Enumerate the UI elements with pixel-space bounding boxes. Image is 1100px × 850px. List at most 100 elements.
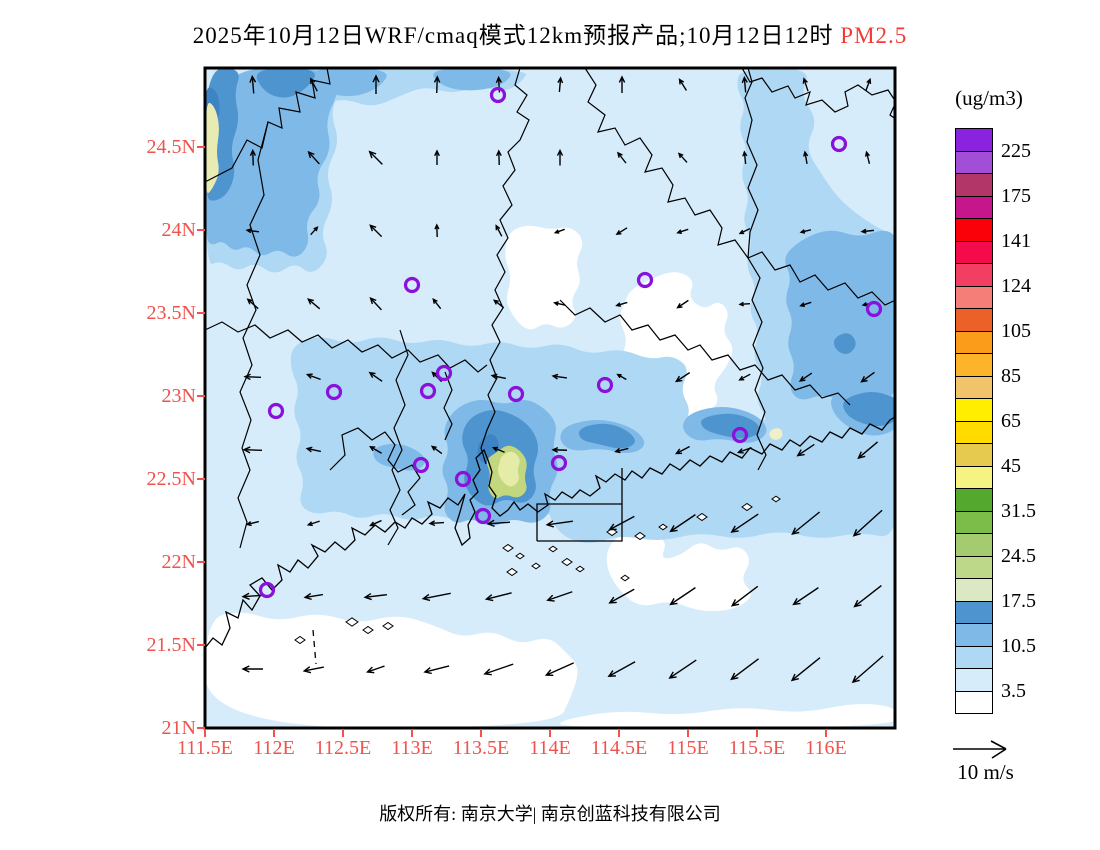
wind-arrow-icon [433,75,441,94]
colorbar-cell [955,690,993,714]
colorbar-cell [955,330,993,354]
wind-arrow-icon [742,150,748,165]
station-marker-icon [325,383,343,401]
wind-arrow-icon [674,445,690,455]
colorbar-cell [955,128,993,152]
wind-arrow-icon [798,372,813,382]
x-axis-label: 112E [253,737,295,759]
wind-arrow-icon [302,666,324,674]
colorbar-cell [955,443,993,467]
x-axis-label: 113.5E [452,737,510,759]
wind-arrow-icon [551,446,568,453]
wind-arrow-icon [676,299,689,309]
wind-arrow-icon [851,655,884,684]
colorbar-cell [955,398,993,422]
wind-arrow-icon [369,519,382,527]
station-marker-icon [731,426,749,444]
colorbar-cell [955,263,993,287]
wind-arrow-icon [369,296,382,311]
wind-arrow-icon [616,373,627,381]
wind-arrow-icon [792,587,819,606]
y-axis-label: 24.5N [146,136,196,158]
wind-arrow-icon [607,661,636,678]
colorbar-cell [955,668,993,692]
wind-arrow-icon [245,520,259,527]
wind-arrow-icon [736,446,752,454]
station-marker-icon [830,135,848,153]
y-axis-label: 24N [161,219,196,241]
wind-arrow-icon [365,665,385,674]
y-axis-label: 22.5N [146,468,196,490]
wind-arrow-icon [430,445,443,455]
wind-arrow-icon [245,228,260,234]
wind-arrow-icon [676,228,689,234]
wind-arrow-icon [799,301,812,307]
x-axis-label: 115.5E [728,737,786,759]
wind-arrow-icon [369,224,383,238]
station-marker-icon [419,382,437,400]
x-axis-label: 115E [667,737,709,759]
wind-arrow-icon [307,150,320,165]
wind-arrow-icon [553,301,566,306]
station-marker-icon [550,454,568,472]
colorbar-label: 31.5 [1001,499,1036,522]
wind-arrow-icon [303,592,323,601]
wind-arrow-icon [738,373,751,381]
colorbar-label: 65 [1001,409,1021,432]
wind-arrow-icon [544,662,574,677]
wind-arrow-icon [553,228,565,234]
y-axis-label: 23.5N [146,302,196,324]
wind-arrow-icon [249,148,257,166]
wind-arrow-icon [495,149,502,166]
colorbar-cell [955,308,993,332]
pollutant-label: PM2.5 [833,23,908,48]
colorbar-cell [955,578,993,602]
colorbar-label: 85 [1001,364,1021,387]
wind-arrow-icon [796,443,815,457]
colorbar-cell [955,285,993,309]
colorbar-cell [955,488,993,512]
colorbar-cell [955,533,993,557]
colorbar-cell [955,240,993,264]
wind-arrow-icon [614,447,629,454]
wind-arrow-icon [421,592,451,602]
wind-arrow-icon [852,509,883,537]
wind-arrow-icon [617,151,627,164]
wind-arrow-icon [305,446,321,453]
wind-arrow-icon [306,520,320,527]
wind-arrow-icon [738,301,751,307]
wind-arrow-icon [738,227,751,235]
wind-arrow-icon [730,585,759,607]
colorbar-label: 175 [1001,184,1031,207]
wind-arrow-icon [669,514,696,533]
station-marker-icon [403,276,421,294]
wind-arrow-icon [865,77,872,91]
colorbar [955,128,993,714]
colorbar-cell [955,555,993,579]
y-axis-label: 23N [161,385,196,407]
wind-arrow-icon [434,149,440,165]
wind-scale-label: 10 m/s [957,760,1014,784]
wind-arrow-icon [557,76,564,93]
wind-arrow-icon [615,301,628,307]
colorbar-label: 24.5 [1001,544,1036,567]
wind-arrow-icon [608,515,635,531]
wind-arrow-icon [246,298,259,310]
wind-arrow-icon [803,150,809,165]
y-axis-label: 22N [161,551,196,573]
station-marker-icon [596,376,614,394]
wind-arrow-icon [551,373,568,380]
x-axis-label: 114.5E [590,737,648,759]
x-axis-label: 113E [391,737,433,759]
wind-arrow-icon [860,228,875,234]
wind-arrow-icon [790,657,821,682]
forecast-map-svg [197,66,897,737]
wind-arrow-icon [495,224,503,237]
y-axis-label: 21.5N [146,634,196,656]
colorbar-cell [955,510,993,534]
wind-arrow-icon [486,519,511,528]
y-axis-label: 21N [161,717,196,739]
colorbar-cell [955,353,993,377]
wind-arrow-icon [741,75,748,93]
wind-arrow-icon [249,74,257,94]
